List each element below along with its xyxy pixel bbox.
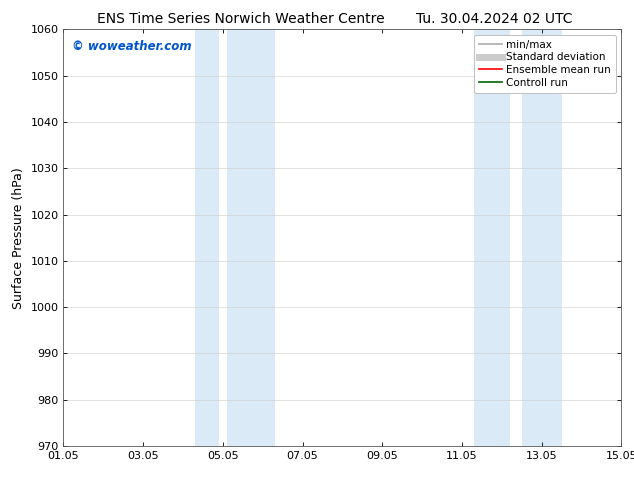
Text: ENS Time Series Norwich Weather Centre: ENS Time Series Norwich Weather Centre xyxy=(97,12,385,26)
Bar xyxy=(474,29,510,446)
Text: © woweather.com: © woweather.com xyxy=(72,40,191,53)
Y-axis label: Surface Pressure (hPa): Surface Pressure (hPa) xyxy=(12,167,25,309)
Bar xyxy=(195,29,219,446)
Legend: min/max, Standard deviation, Ensemble mean run, Controll run: min/max, Standard deviation, Ensemble me… xyxy=(474,35,616,93)
Bar xyxy=(522,29,562,446)
Text: Tu. 30.04.2024 02 UTC: Tu. 30.04.2024 02 UTC xyxy=(417,12,573,26)
Bar xyxy=(227,29,275,446)
